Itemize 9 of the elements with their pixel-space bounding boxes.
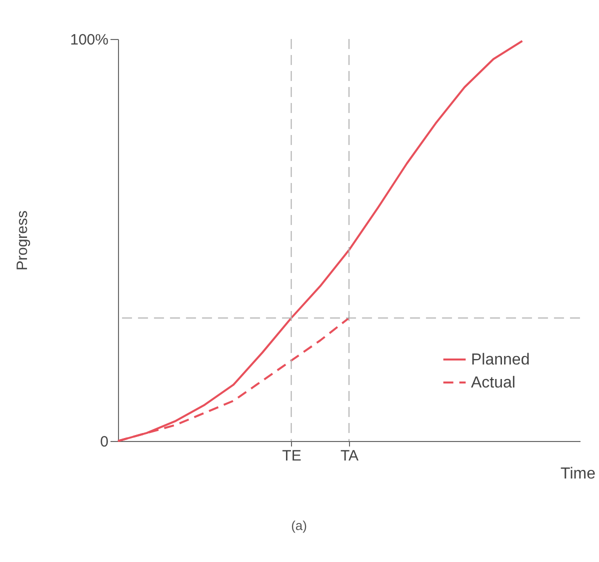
y-axis-title: Progress [14, 210, 32, 271]
x-tick-label: TE [282, 448, 302, 464]
x-axis-title: Time [560, 466, 596, 482]
x-tick-label: TA [340, 448, 359, 464]
legend-label: Planned [471, 352, 530, 368]
y-tick-label: 0 [100, 434, 108, 450]
legend-label: Actual [471, 374, 516, 392]
text: (a) [291, 518, 307, 533]
y-tick-label: 100% [70, 32, 108, 48]
